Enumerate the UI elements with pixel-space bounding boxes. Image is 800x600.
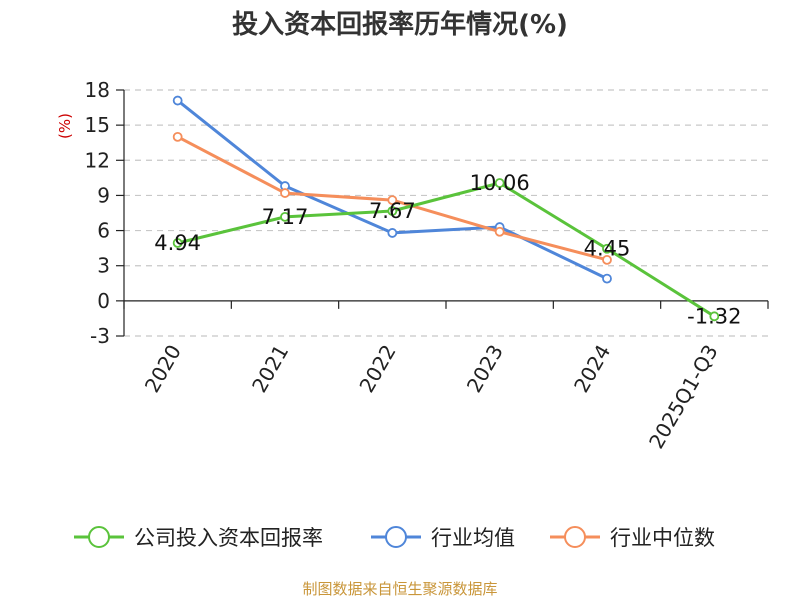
legend-swatch-marker (385, 526, 407, 548)
series-point (172, 238, 183, 248)
x-tick-label: 2024 (569, 341, 615, 397)
y-tick-label: 15 (85, 113, 110, 137)
chart-title: 投入资本回报率历年情况(%) (232, 9, 568, 40)
y-tick-label: 0 (97, 289, 110, 313)
data-label: 7.67 (369, 199, 416, 223)
series-line (177, 181, 716, 318)
series-point (172, 95, 183, 106)
series-line (176, 99, 608, 280)
data-label: 4.45 (584, 237, 631, 261)
axes (116, 89, 769, 337)
x-tick-label: 2023 (462, 340, 508, 396)
y-tick-label: 3 (97, 254, 110, 278)
legend-label: 行业均值 (431, 526, 515, 550)
legend-item[interactable]: 公司投入资本回报率 (74, 526, 323, 550)
data-labels: 4.94 7.17 7.67 10.06 4.45 -1.32 (154, 171, 741, 328)
data-label: -1.32 (687, 304, 741, 328)
series-point (602, 254, 612, 265)
legend-item[interactable]: 行业中位数 (550, 526, 715, 550)
data-label: 10.06 (470, 171, 530, 195)
legend-label: 公司投入资本回报率 (134, 526, 323, 550)
y-tick-label: 12 (85, 148, 110, 172)
data-label: 7.17 (262, 205, 309, 229)
series-point (387, 195, 398, 206)
legend-item[interactable]: 行业均值 (371, 526, 515, 550)
series-point (280, 211, 290, 222)
series-point (387, 206, 398, 216)
y-tick-label: 9 (97, 183, 110, 207)
series-point (709, 311, 720, 322)
x-tick-label: 2021 (247, 341, 293, 397)
y-tick-label: 18 (85, 78, 110, 102)
legend[interactable]: 公司投入资本回报率 行业均值 行业中位数 (74, 526, 715, 550)
x-tick-label: 2025Q1-Q3 (644, 341, 723, 453)
data-label: 4.94 (154, 231, 201, 255)
legend-swatch-marker (564, 526, 586, 548)
x-tick-labels: 2020 2021 2022 2023 2024 2025Q1-Q3 (140, 340, 723, 452)
legend-label: 行业中位数 (610, 526, 715, 550)
series-point (494, 178, 505, 188)
series-point (494, 226, 505, 237)
series-lines (172, 95, 720, 322)
series-point (172, 131, 183, 142)
series-point (280, 188, 290, 198)
source-note: 制图数据来自恒生聚源数据库 (302, 580, 497, 598)
series-point (387, 228, 398, 238)
series-point (602, 273, 612, 284)
grid-lines (124, 89, 768, 337)
x-tick-label: 2022 (354, 341, 400, 397)
y-tick-label: 6 (97, 219, 110, 243)
legend-swatch-marker (88, 526, 110, 548)
y-axis-unit: (%) (56, 113, 74, 139)
series-point (602, 243, 612, 254)
y-tick-labels: -3 0 3 6 9 12 15 18 (85, 78, 110, 348)
y-tick-label: -3 (90, 324, 110, 348)
x-tick-label: 2020 (140, 341, 186, 397)
